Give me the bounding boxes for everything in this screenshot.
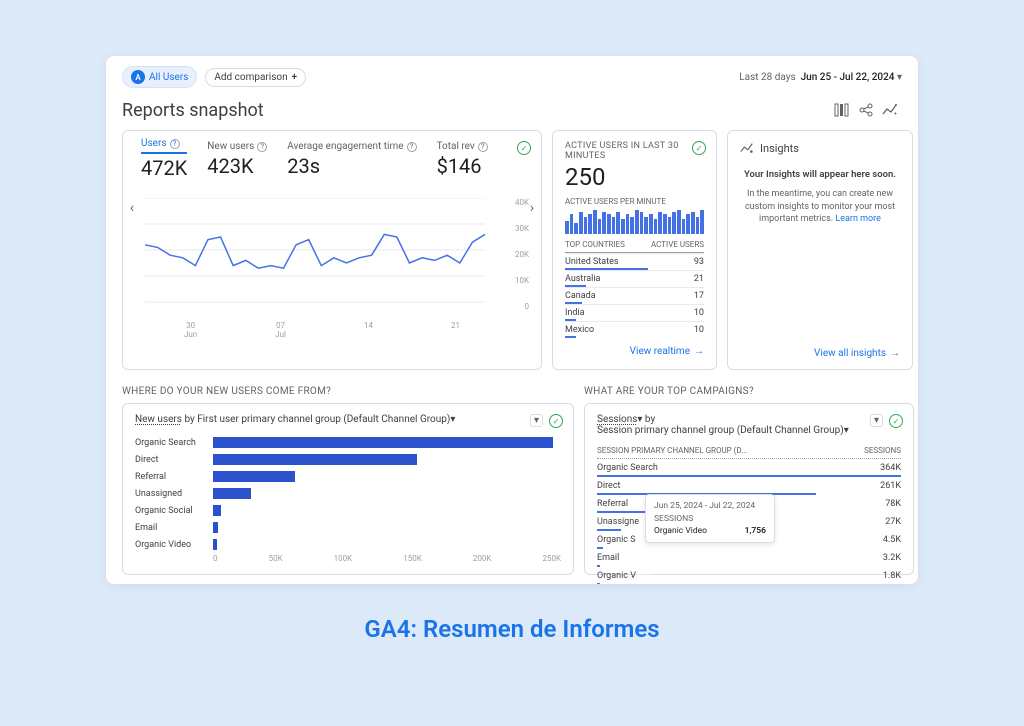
campaigns-subtitle[interactable]: Sessions▾ by Session primary channel gro… bbox=[597, 414, 901, 436]
status-check-icon: ✓ bbox=[549, 414, 563, 428]
table-row[interactable]: Email3.2K bbox=[597, 549, 901, 567]
realtime-label: ACTIVE USERS IN LAST 30 MINUTES bbox=[565, 141, 704, 161]
tooltip: Jun 25, 2024 - Jul 22, 2024 SESSIONS Org… bbox=[645, 494, 775, 543]
per-minute-label: ACTIVE USERS PER MINUTE bbox=[565, 197, 704, 206]
view-all-insights-link[interactable]: View all insights → bbox=[814, 348, 900, 359]
section-title: WHAT ARE YOUR TOP CAMPAIGNS? bbox=[584, 386, 918, 397]
bar-row[interactable]: Organic Social bbox=[135, 503, 561, 518]
new-users-card: ✓ ▾ New users by First user primary chan… bbox=[122, 403, 574, 575]
new-users-bar-chart: Organic Search Direct Referral Unassigned Or… bbox=[135, 435, 561, 552]
card-menu-button[interactable]: ▾ bbox=[870, 414, 883, 427]
title-bar: Reports snapshot bbox=[106, 98, 918, 130]
customize-icon[interactable] bbox=[830, 98, 854, 122]
help-icon[interactable]: ? bbox=[257, 142, 267, 152]
add-comparison-button[interactable]: Add comparison + bbox=[205, 68, 306, 87]
metric-total-rev[interactable]: Total rev?$146 bbox=[437, 141, 488, 180]
insights-spark-icon[interactable] bbox=[878, 98, 902, 122]
table-row[interactable]: Canada17 bbox=[565, 287, 704, 304]
table-row[interactable]: Direct261K bbox=[597, 477, 901, 495]
plus-icon: + bbox=[292, 72, 298, 83]
table-row[interactable]: Organic Video1.8K bbox=[597, 567, 901, 584]
chevron-down-icon: ▾ bbox=[450, 414, 455, 425]
bar-row[interactable]: Organic Video bbox=[135, 537, 561, 552]
new-users-subtitle[interactable]: New users by First user primary channel … bbox=[135, 414, 561, 425]
chevron-down-icon: ▾ bbox=[897, 72, 902, 83]
section-title: WHERE DO YOUR NEW USERS COME FROM? bbox=[122, 386, 574, 397]
segment-chip[interactable]: A All Users bbox=[122, 66, 197, 88]
learn-more-link[interactable]: Learn more bbox=[835, 214, 881, 224]
status-check-icon: ✓ bbox=[889, 414, 903, 428]
insights-card: Insights Your Insights will appear here … bbox=[727, 130, 913, 370]
header-bar: A All Users Add comparison + Last 28 day… bbox=[106, 56, 918, 98]
arrow-right-icon: → bbox=[694, 346, 704, 357]
metrics-card: ‹ › ✓ Users?472KNew users?423KAverage en… bbox=[122, 130, 542, 370]
card-menu-button[interactable]: ▾ bbox=[530, 414, 543, 427]
table-row[interactable]: United States93 bbox=[565, 253, 704, 270]
users-line-chart: 40K30K20K10K0 30Jun07Jul1421 bbox=[135, 198, 529, 338]
bar-row[interactable]: Referral bbox=[135, 469, 561, 484]
view-realtime-link[interactable]: View realtime → bbox=[565, 346, 704, 357]
metric-new-users[interactable]: New users?423K bbox=[207, 141, 267, 180]
help-icon[interactable]: ? bbox=[407, 142, 417, 152]
realtime-card: ✓ ACTIVE USERS IN LAST 30 MINUTES 250 AC… bbox=[552, 130, 717, 370]
bar-row[interactable]: Direct bbox=[135, 452, 561, 467]
table-row[interactable]: Organic Search364K bbox=[597, 459, 901, 477]
bar-row[interactable]: Email bbox=[135, 520, 561, 535]
segment-badge: A bbox=[131, 70, 145, 84]
arrow-right-icon: → bbox=[890, 348, 900, 359]
campaigns-card: ✓ ▾ Sessions▾ by Session primary channel… bbox=[584, 403, 914, 575]
date-range-picker[interactable]: Last 28 days Jun 25 - Jul 22, 2024 ▾ bbox=[739, 72, 902, 83]
image-caption: GA4: Resumen de Informes bbox=[0, 615, 1024, 643]
segment-label: All Users bbox=[149, 72, 188, 83]
help-icon[interactable]: ? bbox=[170, 139, 180, 149]
insights-body: In the meantime, you can create new cust… bbox=[740, 188, 900, 226]
status-check-icon: ✓ bbox=[692, 141, 706, 155]
per-minute-bars bbox=[565, 210, 704, 234]
chevron-down-icon: ▾ bbox=[844, 425, 849, 436]
page-title: Reports snapshot bbox=[122, 100, 264, 121]
insights-icon bbox=[740, 141, 754, 155]
table-row[interactable]: India10 bbox=[565, 304, 704, 321]
metric-users[interactable]: Users?472K bbox=[141, 141, 187, 180]
table-row[interactable]: Australia21 bbox=[565, 270, 704, 287]
realtime-value: 250 bbox=[565, 163, 704, 191]
dashboard-frame: A All Users Add comparison + Last 28 day… bbox=[106, 56, 918, 584]
metric-average-engagement-time[interactable]: Average engagement time?23s bbox=[287, 141, 416, 180]
insights-headline: Your Insights will appear here soon. bbox=[740, 169, 900, 180]
table-row[interactable]: Mexico10 bbox=[565, 321, 704, 338]
help-icon[interactable]: ? bbox=[478, 142, 488, 152]
insights-title: Insights bbox=[760, 142, 799, 155]
share-icon[interactable] bbox=[854, 98, 878, 122]
bar-row[interactable]: Organic Search bbox=[135, 435, 561, 450]
bar-row[interactable]: Unassigned bbox=[135, 486, 561, 501]
